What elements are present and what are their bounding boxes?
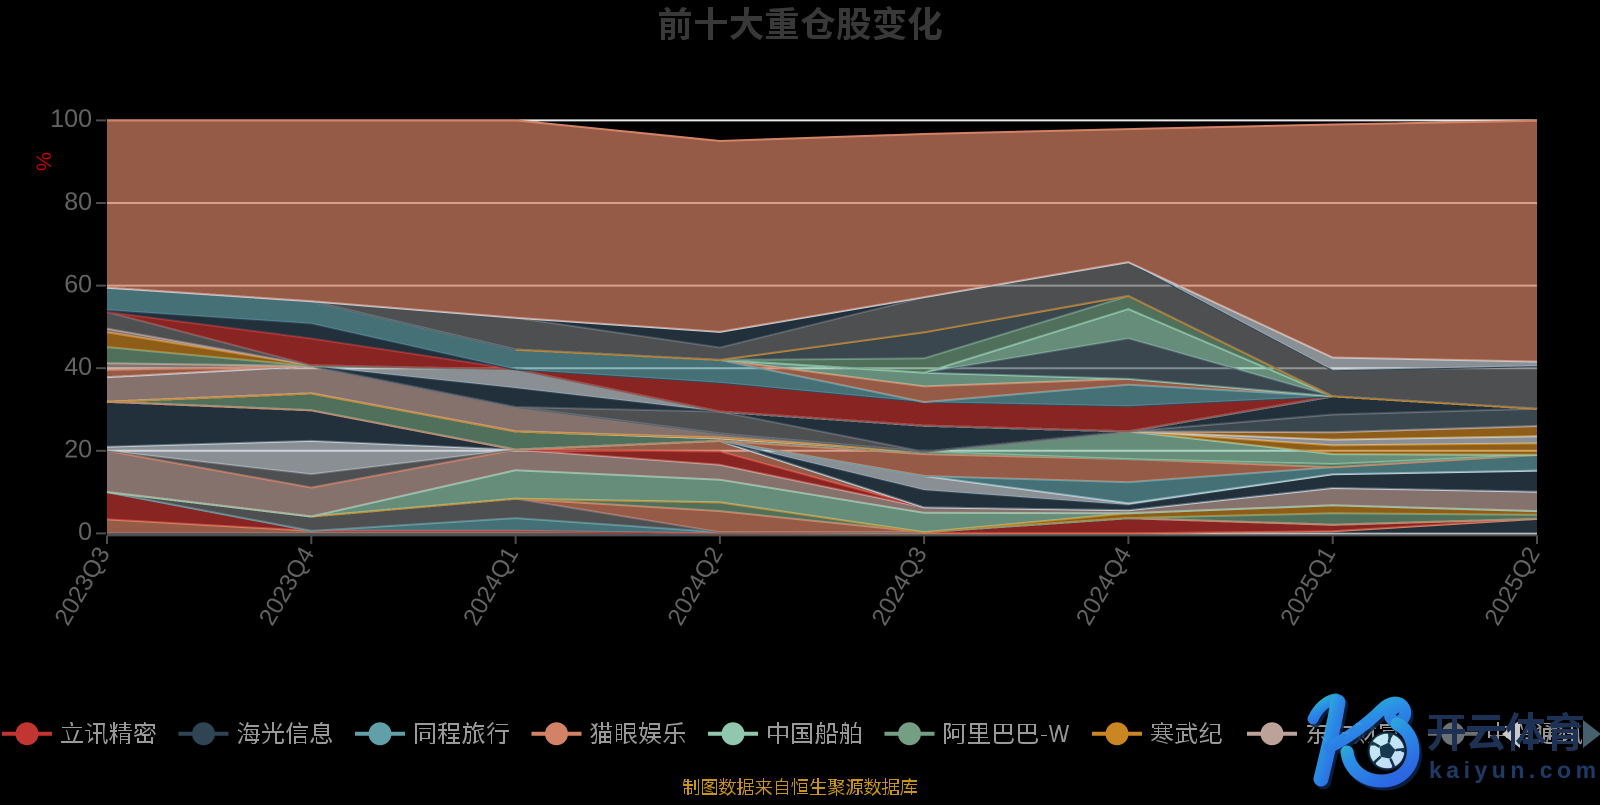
svg-text:%: %	[32, 152, 56, 171]
svg-text:80: 80	[64, 188, 92, 216]
svg-text:20: 20	[64, 436, 92, 464]
svg-text:40: 40	[64, 353, 92, 381]
svg-text:100: 100	[50, 105, 92, 133]
svg-text:0: 0	[78, 518, 92, 546]
svg-text:60: 60	[64, 270, 92, 298]
svg-text:kaiyun.com: kaiyun.com	[1429, 757, 1600, 783]
